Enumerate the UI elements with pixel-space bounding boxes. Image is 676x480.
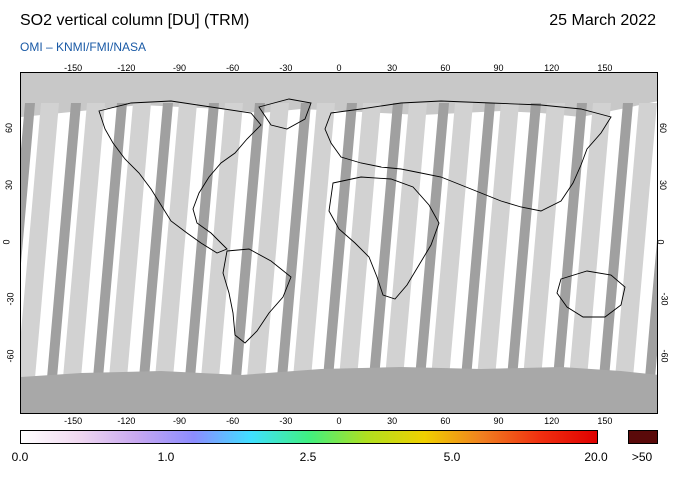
lon-tick-label: -120: [117, 416, 136, 426]
lon-tick-label: 150: [597, 63, 613, 73]
lat-tick-label: -60: [5, 349, 16, 363]
swath-gap: [599, 103, 633, 378]
swath-stripe: [247, 103, 289, 378]
swath-gap: [139, 103, 173, 378]
date-label: 25 March 2022: [549, 12, 656, 29]
colorbar: [20, 430, 598, 444]
africa-coast: [328, 176, 440, 300]
lon-tick-label: -30: [279, 416, 293, 426]
colorbar-tick-label: 2.5: [299, 450, 317, 464]
swath-gap: [415, 103, 449, 378]
swath-gap: [277, 103, 311, 378]
swath-stripe: [339, 103, 381, 378]
swath-gap: [323, 103, 357, 378]
lon-tick-label: 60: [440, 416, 451, 426]
swath-stripe: [569, 103, 611, 378]
lat-tick-label: 60: [658, 122, 669, 134]
swath-stripe: [21, 103, 59, 378]
lon-tick-label: 120: [544, 63, 560, 73]
swath-gap: [645, 240, 657, 378]
colorbar-tick-label: 20.0: [584, 450, 608, 464]
lon-tick-label: 30: [387, 63, 398, 73]
chart-title: SO2 vertical column [DU] (TRM): [20, 12, 250, 29]
source-label: OMI – KNMI/FMI/NASA: [20, 40, 147, 54]
satellite-swaths: [21, 103, 657, 378]
lon-tick-label: 120: [544, 416, 560, 426]
swath-gap: [369, 103, 403, 378]
swath-gap: [231, 103, 265, 378]
swath-gap: [461, 103, 495, 378]
lon-tick-label: -150: [64, 416, 83, 426]
lat-tick-label: -30: [659, 292, 670, 306]
lon-tick-label: -120: [117, 63, 136, 73]
swath-stripe: [155, 103, 197, 378]
lon-tick-label: 0: [336, 416, 342, 426]
lon-tick-label: 90: [493, 416, 504, 426]
lon-tick-label: -60: [226, 63, 240, 73]
lon-tick-label: 60: [440, 63, 451, 73]
swath-stripe: [63, 103, 105, 378]
lat-tick-label: -60: [659, 349, 670, 363]
lon-tick-label: 90: [493, 63, 504, 73]
eurasia-coast: [324, 100, 612, 212]
colorbar-tick-label: 0.0: [11, 450, 29, 464]
swath-gap: [553, 103, 587, 378]
lon-tick-label: 150: [597, 416, 613, 426]
lon-tick-label: -90: [172, 416, 187, 426]
lat-tick-label: 60: [4, 122, 15, 134]
south-america-coast: [222, 248, 292, 344]
lon-tick-label: 0: [336, 63, 342, 73]
swath-stripe: [615, 103, 657, 378]
swath-stripe: [431, 103, 473, 378]
lon-tick-label: -150: [64, 63, 83, 73]
swath-stripe: [477, 103, 519, 378]
colorbar-tick-label: 5.0: [443, 450, 461, 464]
lat-tick-label: 0: [1, 239, 12, 245]
lat-tick-label: 30: [4, 179, 15, 191]
south-polar-mask: [21, 367, 657, 413]
greenland-coast: [258, 98, 312, 130]
map-svg: [21, 73, 657, 413]
lon-tick-label: -90: [172, 63, 187, 73]
lon-tick-label: -30: [279, 63, 293, 73]
so2-map: [20, 72, 658, 414]
lon-tick-label: 30: [387, 416, 398, 426]
swath-stripe: [293, 103, 335, 378]
swath-gap: [93, 103, 127, 378]
swath-stripe: [109, 103, 151, 378]
colorbar-tick-label: 1.0: [157, 450, 175, 464]
swath-gap: [47, 103, 81, 378]
lon-tick-label: -60: [226, 416, 240, 426]
colorbar-overflow: [628, 430, 658, 444]
north-america-coast: [98, 100, 262, 254]
swath-stripe: [523, 103, 565, 378]
swath-gap: [507, 103, 541, 378]
lat-tick-label: -30: [5, 292, 16, 306]
australia-coast: [556, 270, 626, 318]
lat-tick-label: 30: [658, 179, 669, 191]
swath-gap: [185, 103, 219, 378]
swath-stripe: [201, 103, 243, 378]
colorbar-overflow-label: >50: [631, 450, 653, 464]
